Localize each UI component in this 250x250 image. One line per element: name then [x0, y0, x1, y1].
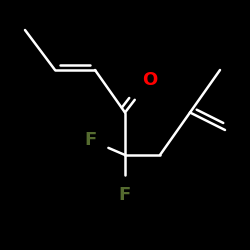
Text: F: F: [119, 186, 131, 204]
Text: F: F: [84, 131, 96, 149]
Text: O: O: [142, 71, 158, 89]
